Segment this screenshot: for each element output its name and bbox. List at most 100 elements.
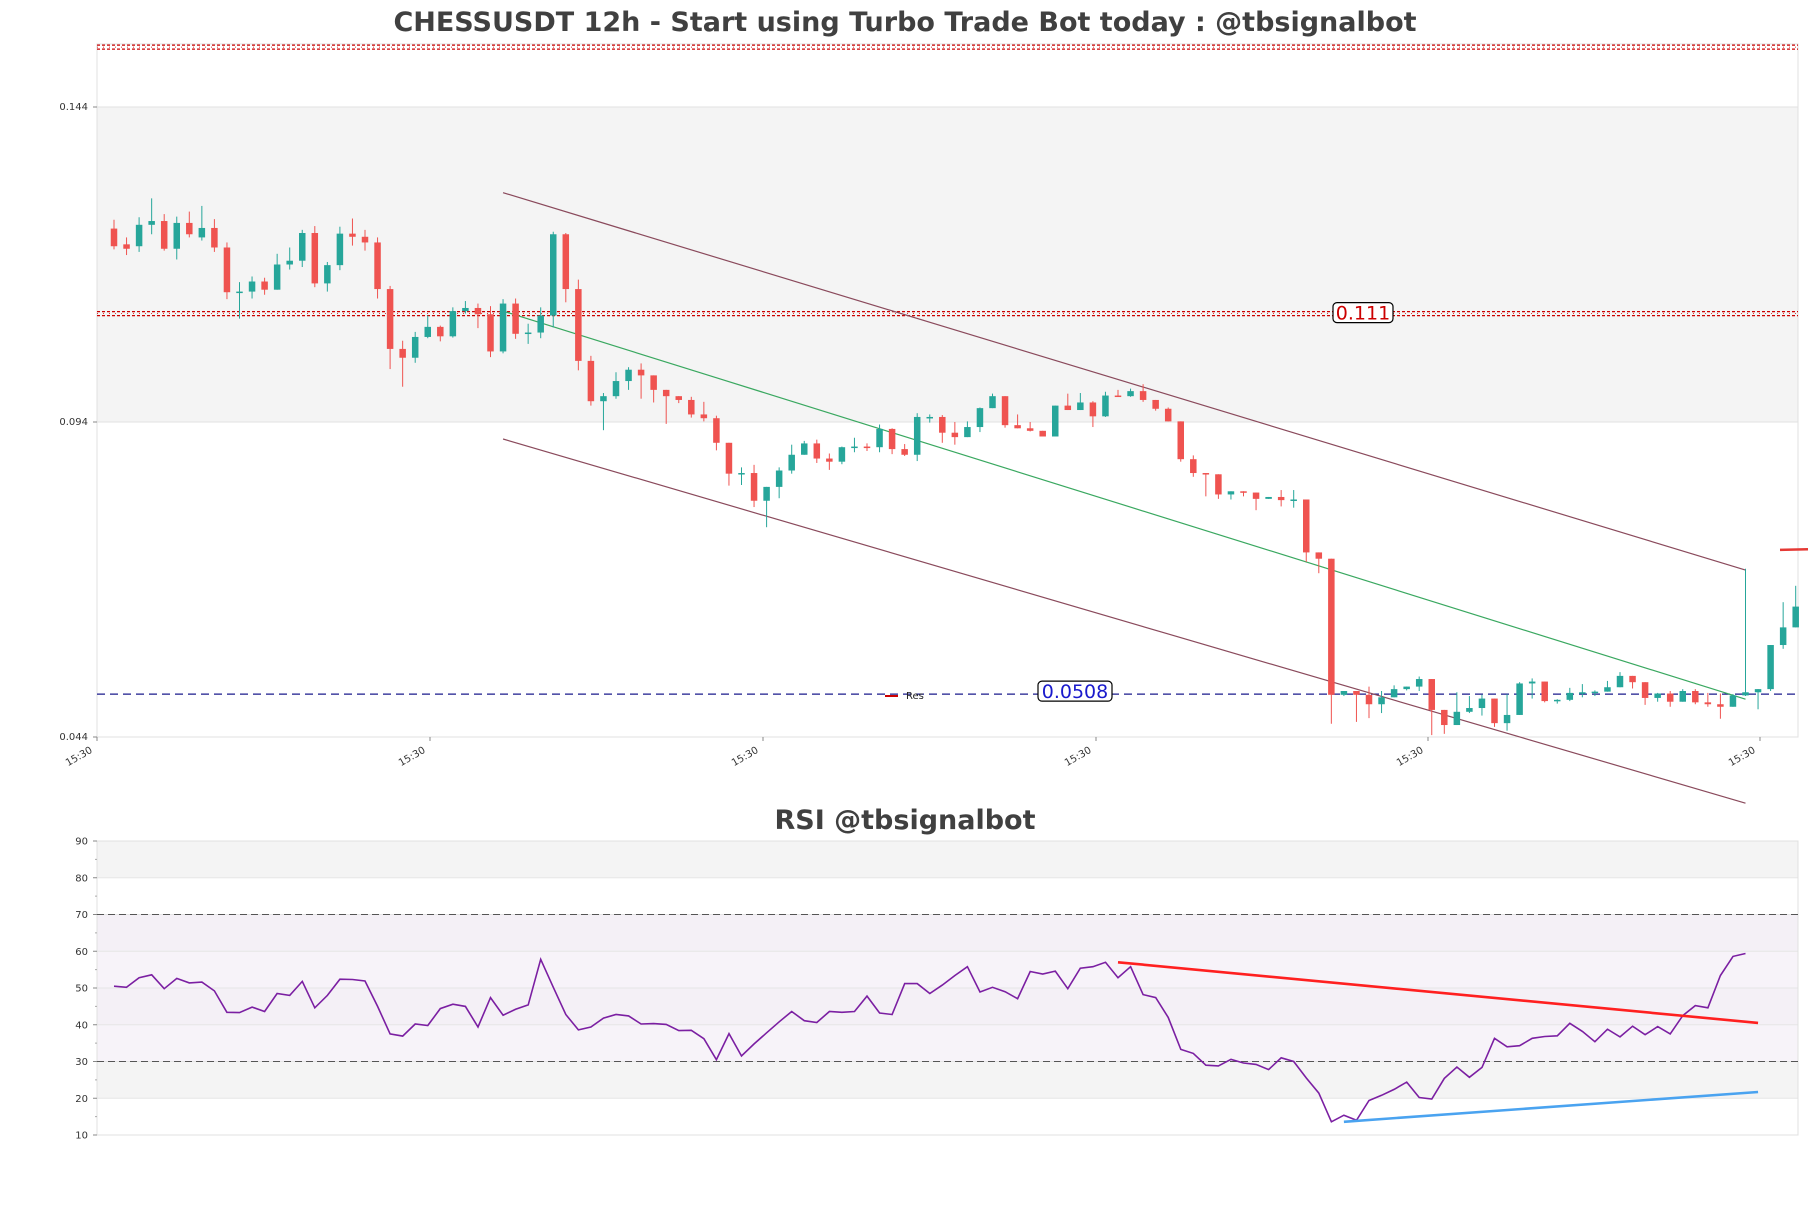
candle-body — [813, 443, 821, 459]
price-x-axis: 15:30 15:30 15:30 15:30 15:30 15:30 — [64, 737, 1761, 769]
candle-body — [1516, 683, 1523, 715]
candle-body — [1378, 697, 1385, 705]
candle-body — [437, 326, 444, 337]
rsi-support-trendline — [1343, 1090, 1759, 1124]
rsi-threshold-lines — [97, 913, 1798, 1063]
rsi-y-tick-label: 10 — [75, 1131, 88, 1142]
rsi-y-tick-label: 90 — [75, 837, 88, 848]
candle-body — [1265, 496, 1272, 499]
candle-body — [135, 224, 143, 247]
candle-body — [449, 311, 457, 337]
candle-body — [1466, 708, 1473, 712]
candle-body — [1252, 492, 1260, 499]
candle-body — [675, 396, 682, 400]
candle-body — [1340, 691, 1348, 695]
rsi-y-tick-label: 40 — [75, 1020, 88, 1031]
candle-body — [186, 222, 193, 235]
rsi-y-tick-label: 80 — [75, 873, 88, 884]
candle-body — [462, 307, 469, 312]
candle-body — [989, 396, 996, 409]
level-label-0111: 0.111 — [1336, 303, 1390, 325]
channel-lower-line — [502, 438, 1746, 804]
candle-body — [1478, 698, 1486, 709]
candle-body — [838, 447, 846, 462]
candle-body — [487, 314, 494, 352]
candle-body — [926, 416, 933, 419]
top-resistance-line — [97, 44, 1798, 50]
candle-body — [1415, 679, 1423, 687]
candle-body — [1742, 692, 1749, 696]
candle-body — [1679, 691, 1686, 702]
rsi-y-axis: 90 80 70 60 50 40 30 20 10 — [75, 837, 97, 1142]
price-x-tick-label: 15:30 — [64, 745, 94, 769]
candle-body — [913, 416, 921, 455]
candle-body — [374, 242, 381, 290]
candle-body — [1629, 675, 1636, 683]
rsi-trendlines — [1117, 960, 1759, 1124]
rsi-y-tick-label: 70 — [75, 910, 88, 921]
candle-body — [1692, 691, 1699, 703]
candle-body — [939, 416, 946, 433]
candle-body — [1064, 405, 1072, 411]
candle-body — [499, 303, 507, 352]
candle-body — [1579, 692, 1586, 694]
candle-body — [888, 428, 896, 450]
candle-body — [976, 408, 984, 428]
candle-body — [625, 369, 632, 382]
candles — [110, 198, 1809, 736]
candle-body — [1039, 430, 1046, 437]
candle-body — [1616, 675, 1624, 688]
candle-body — [575, 289, 582, 361]
candle-body — [1240, 491, 1247, 493]
candle-body — [587, 360, 595, 402]
candle-body — [286, 260, 293, 265]
candle-body — [110, 228, 118, 247]
candle-body — [386, 289, 394, 349]
level-label-00508: 0.0508 — [1042, 681, 1108, 703]
candle-body — [700, 414, 708, 419]
candle-body — [1604, 687, 1611, 692]
candle-body — [1428, 679, 1435, 710]
candle-body — [336, 233, 344, 266]
candle-body — [349, 233, 356, 237]
candle-body — [1315, 552, 1323, 559]
price-x-tick-label: 15:30 — [397, 745, 427, 769]
price-shaded-band — [97, 107, 1798, 422]
candle-body — [1152, 399, 1159, 409]
candle-body — [1227, 491, 1235, 495]
candle-body — [399, 348, 406, 358]
trend-channel — [502, 192, 1746, 804]
candle-body — [211, 227, 218, 248]
candle-body — [1491, 698, 1498, 724]
candle-body — [1014, 425, 1021, 429]
candle-body — [1177, 421, 1184, 460]
candle-body — [738, 473, 745, 475]
rsi-y-tick-label: 60 — [75, 947, 88, 958]
candle-body — [788, 454, 795, 471]
candle-body — [1566, 692, 1574, 700]
last-price-marker — [1779, 548, 1809, 552]
candle-body — [550, 234, 557, 316]
candle-body — [1641, 682, 1649, 698]
candle-body — [1139, 391, 1147, 400]
resistance-line-0111 — [97, 310, 1798, 317]
price-y-tick-label: 0.094 — [59, 417, 88, 428]
candle-body — [1052, 405, 1059, 437]
candle-body — [637, 369, 645, 376]
candle-body — [123, 244, 130, 249]
legend: Res — [885, 691, 924, 702]
rsi-band — [97, 841, 1798, 878]
price-y-axis: 0.144 0.094 0.044 — [59, 102, 97, 743]
candle-body — [524, 332, 532, 335]
candle-body — [1202, 473, 1210, 475]
price-x-tick-label: 15:30 — [1395, 745, 1425, 769]
rsi-series-line — [113, 952, 1746, 1123]
candle-body — [1215, 474, 1222, 495]
price-gridlines — [97, 106, 1798, 738]
price-x-tick-label: 15:30 — [730, 745, 760, 769]
rsi-resistance-trendline — [1117, 960, 1759, 1025]
candle-body — [650, 375, 657, 390]
candle-body — [411, 336, 419, 358]
rsi-chart-title: RSI @tbsignalbot — [774, 805, 1035, 836]
candle-body — [1528, 681, 1536, 684]
